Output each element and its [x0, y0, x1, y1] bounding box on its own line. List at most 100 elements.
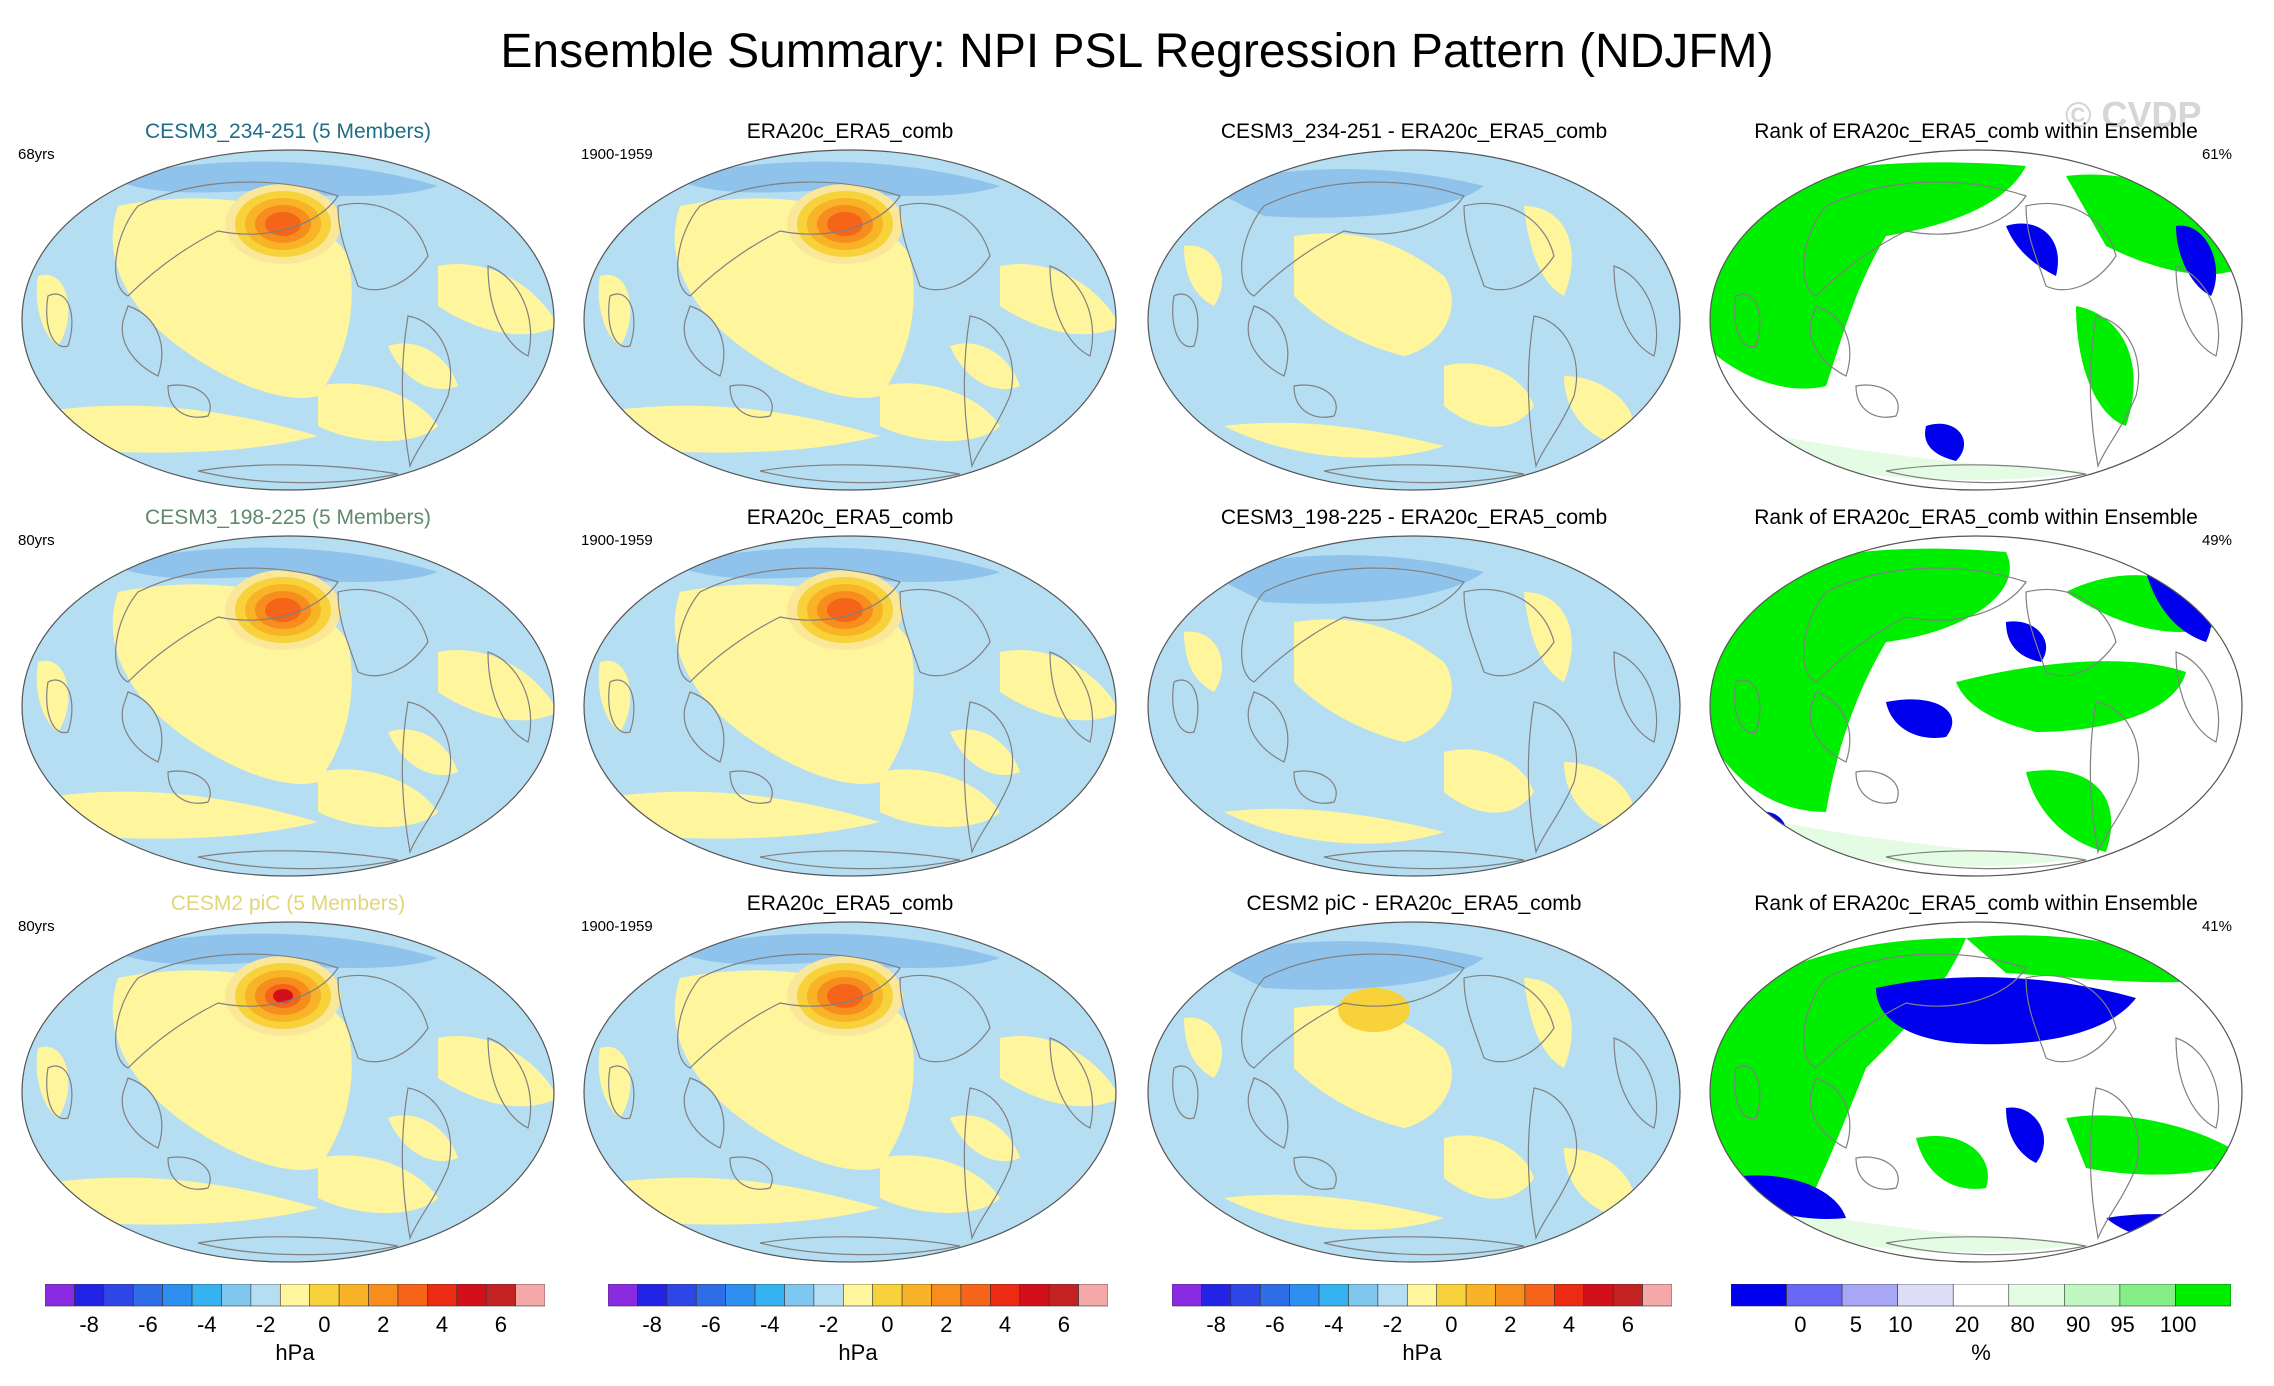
coastline	[2089, 315, 2140, 469]
positive-anomaly-region	[950, 1115, 1020, 1162]
coastline	[1613, 1037, 1658, 1129]
rank-low-region	[2106, 1214, 2236, 1243]
colorbar-tick-label: 6	[1058, 1312, 1070, 1337]
rank-panel-title: Rank of ERA20c_ERA5_comb within Ensemble	[1754, 120, 2198, 143]
colorbar-tick-label: -2	[256, 1312, 276, 1337]
colorbar-tick-label: 20	[1955, 1312, 1979, 1337]
colorbar-swatch	[1465, 1283, 1496, 1307]
rank-map	[1706, 532, 2246, 880]
rank-low-region	[1925, 423, 1965, 461]
coastline	[1803, 181, 2027, 297]
colorbar-tick-label: 4	[1563, 1312, 1575, 1337]
coastline	[337, 588, 429, 677]
positive-anomaly-region	[598, 274, 631, 346]
coastline	[197, 1236, 399, 1256]
colorbar-tick-label: -8	[642, 1312, 662, 1337]
colorbar-swatch	[1841, 1283, 1898, 1307]
colorbar-tick-label: -4	[760, 1312, 780, 1337]
coastline	[683, 305, 725, 377]
coastline	[963, 701, 1014, 855]
obs-period-label: 1900-1959	[581, 532, 653, 549]
colorbar-unit-label: %	[1971, 1340, 1991, 1365]
anomaly-contour	[265, 212, 301, 236]
coastline	[677, 181, 901, 297]
coastline	[1172, 679, 1199, 734]
negative-anomaly-region	[1204, 941, 1484, 990]
coastline	[1172, 1065, 1199, 1120]
rank-percent-label: 61%	[2201, 146, 2232, 163]
coastline	[1049, 265, 1094, 357]
map-border	[1709, 535, 2243, 877]
colorbar-swatch	[2175, 1283, 2232, 1307]
map-border	[21, 149, 555, 491]
coastline	[46, 679, 73, 734]
positive-anomaly-region	[388, 729, 458, 776]
positive-anomaly-region	[318, 769, 438, 827]
colorbar-swatch	[485, 1283, 516, 1307]
coastline	[1885, 1236, 2087, 1256]
colorbar-swatch	[931, 1283, 962, 1307]
map-border	[1709, 921, 2243, 1263]
coastline	[401, 315, 452, 469]
colorbar: -8-6-4-202468hPa	[1171, 1283, 1693, 1379]
coastline	[487, 265, 532, 357]
anomaly-contour	[827, 598, 863, 622]
obs-panel-title: ERA20c_ERA5_comb	[746, 506, 954, 529]
colorbar-tick-label: 0	[881, 1312, 893, 1337]
model-map	[18, 532, 558, 880]
colorbar-tick-label: -8	[79, 1312, 99, 1337]
colorbar-tick-label: 0	[318, 1312, 330, 1337]
rank-high-region	[2026, 770, 2112, 852]
colorbar-tick-label: -8	[1206, 1312, 1226, 1337]
coastline	[759, 1236, 961, 1256]
coastline	[401, 701, 452, 855]
coastline	[115, 953, 339, 1069]
obs-period-label: 1900-1959	[581, 918, 653, 935]
coastline	[1527, 315, 1578, 469]
positive-anomaly-region	[318, 383, 438, 441]
rank-low-region	[2006, 621, 2047, 662]
coastline	[1809, 691, 1851, 763]
coastline	[197, 464, 399, 484]
positive-anomaly-region	[1444, 1135, 1534, 1199]
coastline	[1049, 1037, 1094, 1129]
model-map	[18, 918, 558, 1266]
coastline	[608, 679, 635, 734]
coastline	[1241, 181, 1465, 297]
positive-anomaly-region	[1564, 376, 1636, 446]
colorbar-swatch	[754, 1283, 785, 1307]
rank-high-region	[1966, 935, 2226, 983]
coastline	[1734, 1065, 1761, 1120]
positive-anomaly-region	[1000, 1036, 1116, 1107]
colorbar-swatch	[456, 1283, 487, 1307]
coastline	[963, 315, 1014, 469]
colorbar-swatch	[44, 1283, 75, 1307]
colorbar-swatch	[1786, 1283, 1843, 1307]
colorbar-tick-label: 4	[999, 1312, 1011, 1337]
colorbar-swatch	[637, 1283, 668, 1307]
positive-anomaly-region	[438, 264, 554, 335]
coastline	[487, 1037, 532, 1129]
positive-anomaly-region	[950, 729, 1020, 776]
obs-panel-title: ERA20c_ERA5_comb	[746, 120, 954, 143]
colorbar-swatch	[1348, 1283, 1379, 1307]
colorbar-swatch	[1318, 1283, 1349, 1307]
map-border	[583, 535, 1117, 877]
colorbar-swatch	[695, 1283, 726, 1307]
rank-map	[1706, 146, 2246, 494]
positive-anomaly-region	[598, 1046, 631, 1118]
rank-low-region	[1726, 1175, 1846, 1219]
coastline	[1049, 651, 1094, 743]
rank-low-region	[1886, 699, 1953, 738]
positive-anomaly-region	[880, 383, 1000, 441]
coastline	[1241, 953, 1465, 1069]
coastline	[729, 384, 773, 418]
positive-anomaly-region	[1184, 1017, 1223, 1078]
rank-map	[1706, 918, 2246, 1266]
coastline	[1885, 850, 2087, 870]
map-border	[1709, 149, 2243, 491]
colorbar-tick-label: 5	[1850, 1312, 1862, 1337]
positive-anomaly-region	[1000, 650, 1116, 721]
colorbar-swatch	[960, 1283, 991, 1307]
colorbar-swatch	[279, 1283, 311, 1307]
